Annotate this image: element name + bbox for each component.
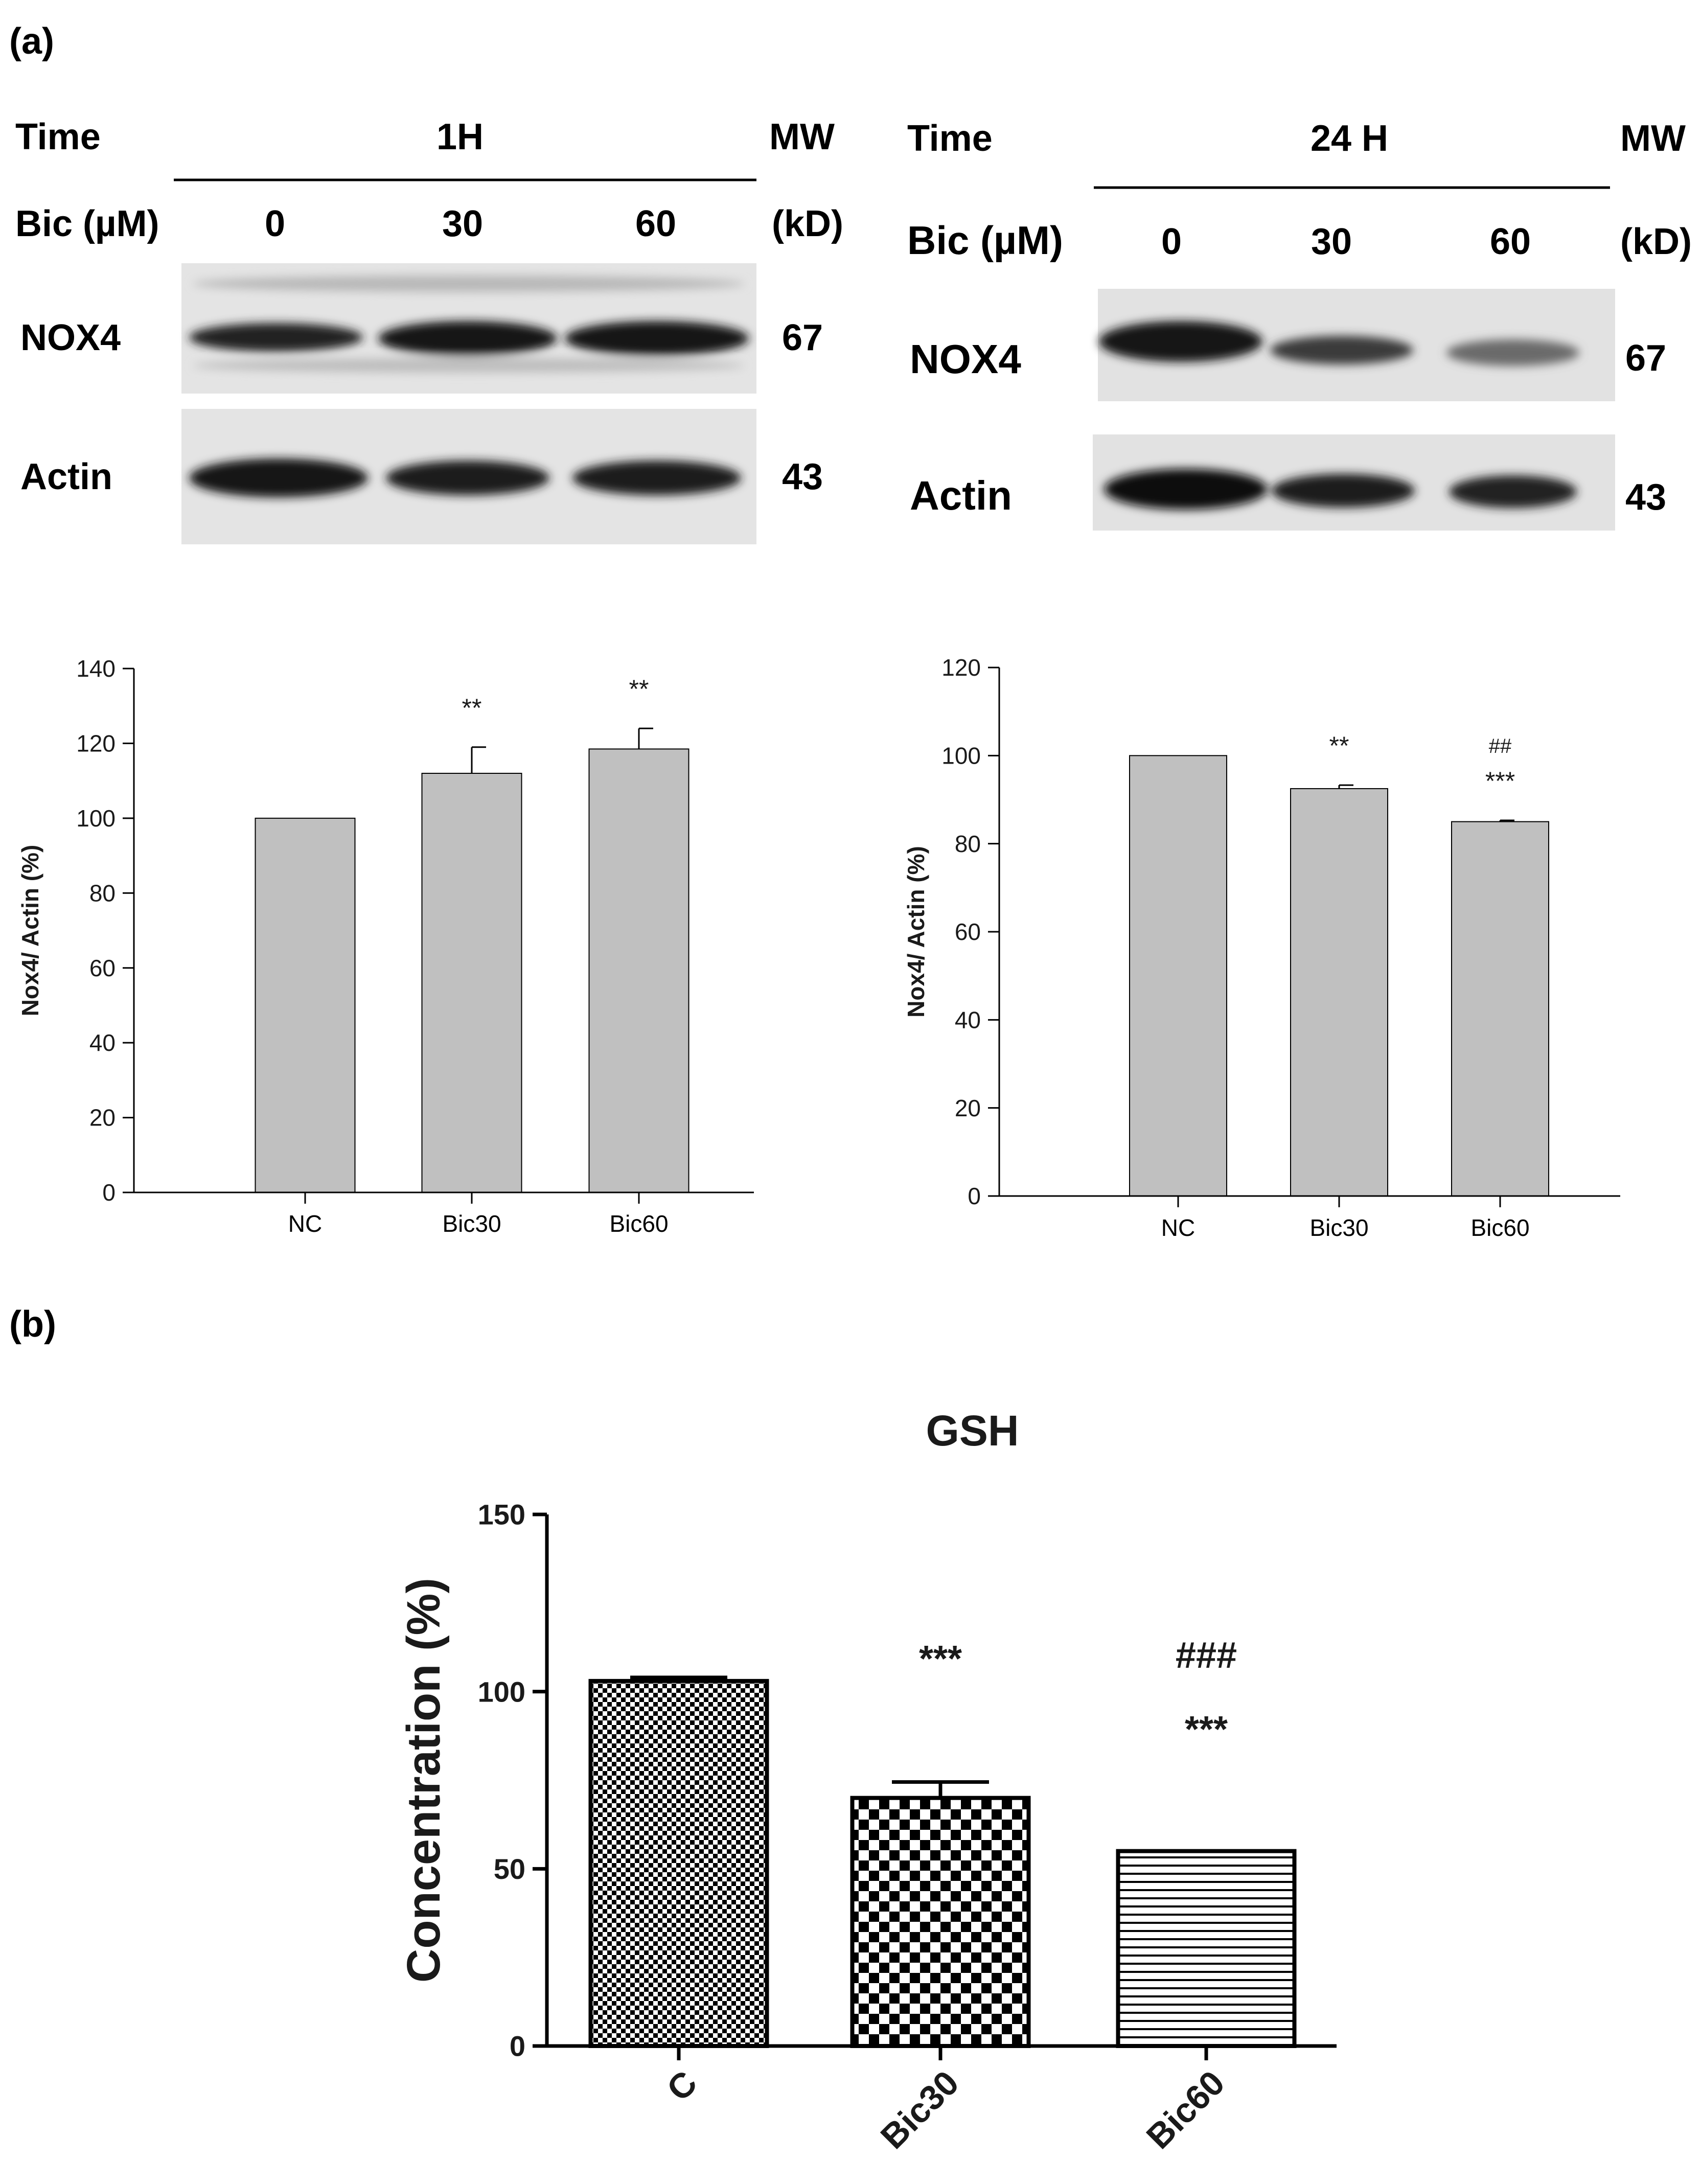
y-tick-label-100: 100: [76, 805, 116, 832]
chart-title: GSH: [926, 1407, 1019, 1455]
bar-Bic30: [421, 773, 522, 1193]
blot-1h-nox4-band-60: [565, 321, 749, 356]
annotation-Bic60-1: ***: [1185, 1709, 1228, 1750]
blot-24h-row-nox4-mw: 67: [1625, 338, 1666, 379]
blot-24h-actin-bands: [1104, 469, 1577, 510]
blot-24h: Time 24 H MW Bic (µM) 0 30 60 (kD) NOX4 …: [907, 118, 1692, 531]
y-tick-label-140: 140: [76, 655, 116, 682]
blot-1h-nox4-band-lower: [193, 358, 745, 373]
blot-24h-lane-0: 0: [1161, 221, 1182, 262]
y-tick-label-60: 60: [955, 918, 981, 945]
x-tick-label-Bic60: Bic60: [1139, 2063, 1232, 2156]
blot-1h-lane-60: 60: [635, 203, 676, 244]
annotation-Bic60-1: ***: [1485, 767, 1515, 795]
blot-24h-row-actin-mw: 43: [1625, 477, 1666, 518]
blot-1h-lane-0: 0: [265, 203, 285, 244]
panel-a-label: (a): [9, 21, 54, 62]
blot-24h-row-nox4-name: NOX4: [910, 336, 1021, 382]
blot-24h-row-actin-name: Actin: [910, 473, 1012, 518]
blot-1h-row-nox4-name: NOX4: [20, 317, 121, 358]
annotation-Bic30-0: ***: [919, 1639, 962, 1680]
blot-24h-actin-band-0: [1104, 469, 1268, 510]
y-tick-label-50: 50: [494, 1853, 525, 1885]
bar-NC: [1129, 755, 1227, 1197]
bar-C: [588, 1679, 769, 2049]
blot-1h-row-nox4-mw: 67: [782, 317, 823, 358]
blot-1h-mw-label: MW: [769, 117, 835, 157]
blot-1h-nox4-band-0: [189, 323, 363, 352]
chart-nox4-1h: NC ** Bic30 ** Bic60 0 20 40 60 80 100 120 140 Nox4/ …: [17, 655, 754, 1237]
y-tick-label-80: 80: [89, 880, 116, 906]
bar-Bic30: [850, 1796, 1031, 2049]
blot-24h-dose-label: Bic (µM): [907, 218, 1063, 263]
y-tick-label-150: 150: [478, 1499, 525, 1531]
x-tick-label-C: C: [659, 2063, 704, 2108]
bar-NC: [255, 817, 356, 1193]
blot-1h-row-actin-mw: 43: [782, 456, 823, 497]
y-tick-label-0: 0: [510, 2030, 525, 2062]
y-tick-label-0: 0: [968, 1183, 981, 1209]
blot-1h: Time 1H MW Bic (µM) 0 30 60 (kD) NOX4 67…: [15, 117, 843, 544]
y-tick-label-120: 120: [76, 730, 116, 757]
blot-24h-kd-label: (kD): [1620, 221, 1692, 262]
x-tick-label-Bic60: Bic60: [1470, 1214, 1529, 1241]
blot-1h-row-actin-name: Actin: [20, 456, 112, 497]
blot-24h-mw-label: MW: [1620, 118, 1686, 159]
y-tick-label-100: 100: [478, 1675, 525, 1708]
y-tick-label-100: 100: [941, 742, 981, 769]
y-tick-label-40: 40: [89, 1029, 116, 1056]
blot-24h-nox4-band-60: [1446, 339, 1579, 366]
blot-1h-actin-bands: [189, 458, 741, 497]
blot-1h-time-value: 1H: [436, 117, 484, 157]
blot-24h-time-value: 24 H: [1311, 118, 1388, 159]
annotation-Bic60-0: ###: [1176, 1635, 1237, 1676]
blot-24h-nox4-band-30: [1270, 336, 1413, 364]
blot-1h-actin-band-0: [189, 458, 368, 497]
x-tick-label-Bic30: Bic30: [874, 2063, 967, 2156]
blot-1h-actin-band-60: [572, 461, 741, 495]
y-tick-label-60: 60: [89, 955, 116, 981]
blot-1h-kd-label: (kD): [772, 203, 843, 244]
x-tick-label-NC: NC: [1161, 1214, 1195, 1241]
x-tick-label-Bic30: Bic30: [442, 1210, 501, 1237]
y-tick-label-120: 120: [941, 654, 981, 681]
blot-1h-nox4-bands: [189, 275, 749, 373]
y-axis-label: Nox4/ Actin (%): [903, 846, 929, 1018]
annotation-Bic60-0: ##: [1489, 735, 1512, 757]
blot-24h-lane-30: 30: [1311, 221, 1352, 262]
bar-Bic60: [1116, 1849, 1297, 2049]
blot-24h-nox4-bands: [1099, 321, 1579, 366]
annotation-Bic60-0: **: [629, 675, 649, 703]
y-tick-label-40: 40: [955, 1006, 981, 1033]
y-tick-label-0: 0: [102, 1179, 116, 1206]
y-tick-label-80: 80: [955, 831, 981, 857]
blot-1h-lane-30: 30: [442, 203, 483, 244]
blot-1h-nox4-band-30: [378, 321, 557, 356]
y-axis-label: Nox4/ Actin (%): [17, 845, 43, 1017]
blot-1h-nox4-band-faint: [193, 275, 745, 292]
annotation-Bic30-0: **: [462, 694, 482, 722]
blot-24h-actin-band-30: [1272, 474, 1415, 508]
blot-24h-lane-60: 60: [1490, 221, 1531, 262]
panel-b-label: (b): [9, 1304, 56, 1345]
y-axis-label: Concentration (%): [398, 1578, 450, 1983]
y-tick-label-20: 20: [89, 1105, 116, 1131]
y-tick-label-20: 20: [955, 1095, 981, 1121]
blot-1h-actin-band-30: [386, 461, 549, 495]
bar-Bic60: [588, 748, 689, 1193]
x-tick-label-NC: NC: [288, 1210, 322, 1237]
bar-Bic60: [1451, 821, 1549, 1197]
annotation-Bic30-0: **: [1329, 731, 1349, 760]
x-tick-label-Bic30: Bic30: [1309, 1214, 1368, 1241]
blot-24h-time-label: Time: [907, 118, 993, 159]
blot-24h-actin-band-60: [1449, 475, 1577, 508]
x-tick-label-Bic60: Bic60: [609, 1210, 668, 1237]
blot-1h-time-label: Time: [15, 117, 101, 157]
chart-gsh: GSH C *** Bic30 *** ### Bic60 0 50 100 150 Concentr…: [398, 1407, 1337, 2156]
bar-Bic30: [1290, 788, 1388, 1197]
blot-1h-dose-label: Bic (µM): [15, 203, 159, 244]
blot-24h-nox4-band-0: [1099, 321, 1262, 362]
chart-nox4-24h: NC ** Bic30 *** ## Bic60 0 20 40 60 80 100 120 Nox4/ …: [903, 654, 1620, 1241]
